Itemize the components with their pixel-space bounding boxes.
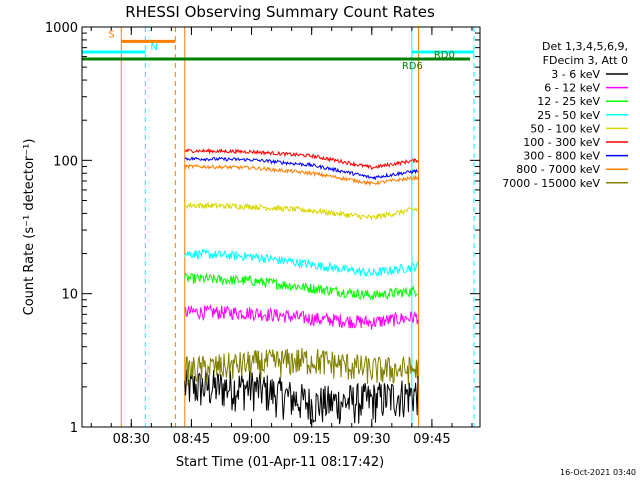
legend-header-1: Det 1,3,4,5,6,9, [542, 40, 628, 53]
x-tick-label-0: 08:30 [113, 432, 150, 447]
series-line-0 [184, 369, 419, 425]
y-tick-label-1: 10 [61, 288, 78, 303]
x-tick-label-5: 09:45 [413, 432, 450, 447]
legend-label-6: 300 - 800 keV [523, 150, 600, 163]
y-tick-label-3: 1000 [45, 21, 78, 36]
x-tick-label-4: 09:30 [353, 432, 390, 447]
x-tick-label-1: 08:45 [173, 432, 210, 447]
legend-label-7: 800 - 7000 keV [516, 163, 600, 176]
series-line-4 [184, 201, 419, 221]
series-line-2 [184, 272, 418, 301]
chart-title: RHESSI Observing Summary Count Rates [125, 3, 435, 21]
x-tick-label-3: 09:15 [293, 432, 330, 447]
y-tick-label-2: 100 [53, 154, 78, 169]
y-axis-label: Count Rate (s⁻¹ detector⁻¹) [22, 139, 37, 316]
x-axis-label: Start Time (01-Apr-11 08:17:42) [176, 455, 384, 470]
plot-frame [81, 26, 481, 428]
series-line-8 [184, 347, 419, 386]
legend-label-5: 100 - 300 keV [523, 136, 600, 149]
legend-label-0: 3 - 6 keV [551, 68, 600, 81]
legend-header-2: FDecim 3, Att 0 [543, 54, 628, 67]
flag-label-s: S [108, 29, 114, 40]
x-axis: 08:30 08:45 09:00 09:15 09:30 09:45 [90, 27, 473, 447]
legend-label-1: 6 - 12 keV [544, 82, 600, 95]
series-line-5 [184, 147, 419, 170]
y-axis: 1 10 100 1000 [45, 21, 480, 436]
legend-label-2: 12 - 25 keV [537, 95, 600, 108]
y-tick-label-0: 1 [70, 421, 78, 436]
legend-label-4: 50 - 100 keV [530, 122, 600, 135]
footer-date: 16-Oct-2021 03:40 [560, 468, 636, 477]
flag-label-rd6: RD6 [402, 61, 423, 72]
series-line-3 [184, 249, 419, 278]
series-line-6 [184, 156, 419, 181]
legend-label-3: 25 - 50 keV [537, 109, 600, 122]
legend-label-8: 7000 - 15000 keV [502, 177, 600, 190]
x-tick-label-2: 09:00 [233, 432, 270, 447]
series-line-7 [184, 163, 419, 187]
flag-label-n: N [150, 42, 157, 53]
flag-label-rd0: RD0 [434, 50, 455, 61]
legend: Det 1,3,4,5,6,9, FDecim 3, Att 0 3 - 6 k… [502, 40, 628, 190]
series-line-1 [184, 304, 419, 330]
